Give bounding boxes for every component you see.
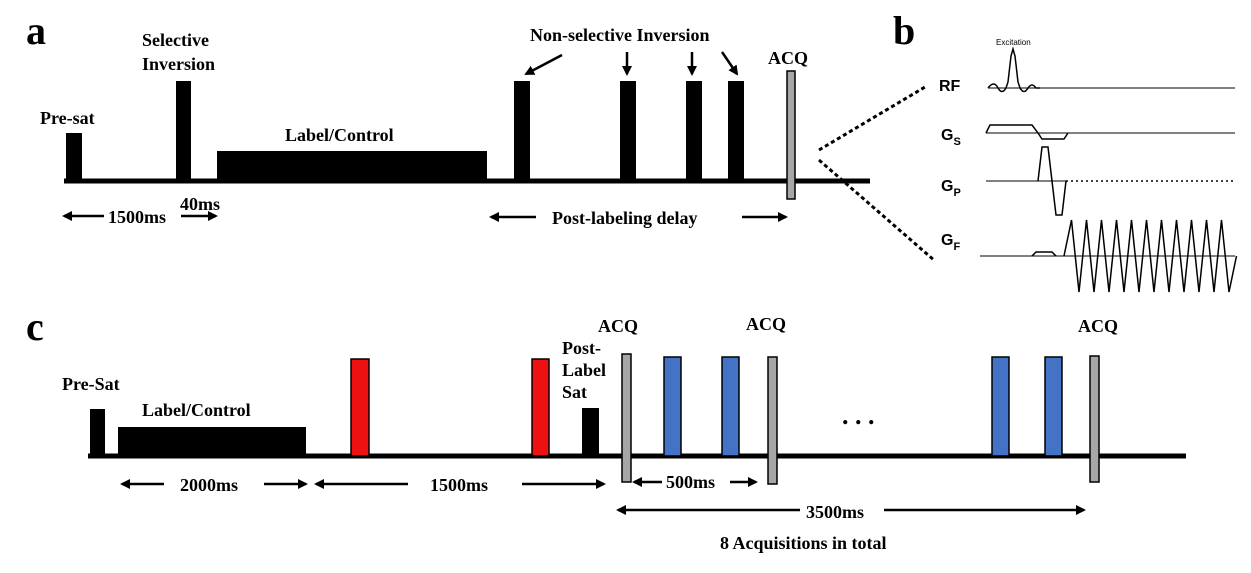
panel-c-red-pulse-1 [350,358,370,457]
panel-a-selective-label-1: Selective [142,30,209,50]
panel-c-label-control-label: Label/Control [142,400,251,420]
panel-a-1500-label: 1500ms [108,207,166,227]
panel-b-gf-label: GF [941,232,960,253]
panel-a-nonsel-pulse-2 [620,81,636,181]
panel-c-presat-pulse [90,409,105,456]
panel-c-3500-label: 3500ms [806,502,864,522]
panel-c-red-pulse-2 [531,358,550,457]
panel-a: a Pre-sat Selective Inversion Label/Cont… [26,8,936,263]
panel-a-arrow-nonsel-4 [720,51,739,76]
panel-c-2000-label: 2000ms [180,475,238,495]
panel-a-selective-label-2: Inversion [142,54,215,74]
panel-a-nonsel-pulse-3 [686,81,702,181]
panel-a-label-control-label: Label/Control [285,125,394,145]
panel-c-acq-total-label: 8 Acquisitions in total [720,533,887,553]
panel-c-acq-label-1: ACQ [598,316,638,336]
panel-c-500-label: 500ms [666,472,715,492]
panel-b-gp-label: GP [941,178,961,199]
panel-c-post-label-sat-1: Post- [562,338,601,358]
panel-c-ellipsis: . . . [842,401,875,430]
panel-a-arrow-nonsel-1 [524,53,563,76]
panel-c-acq-block-2 [767,356,778,485]
panel-a-presat-pulse [66,133,82,181]
panel-c-blue-pulse-4 [1044,356,1063,457]
panel-c-post-label-sat-2: Label [562,360,606,380]
panel-a-acq-label: ACQ [768,48,808,68]
panel-b-gf-epi-readout [1063,219,1238,293]
panel-a-nonsel-pulse-4 [728,81,744,181]
panel-a-40-label: 40ms [180,194,220,214]
panel-c-label-control-block [118,427,306,456]
panel-c-post-label-sat-3: Sat [562,382,587,402]
panel-a-nonselective-label: Non-selective Inversion [530,25,709,45]
panel-b-rf-label: RF [939,78,961,95]
panel-a-letter: a [26,8,46,53]
panel-a-selective-inversion-pulse [176,81,191,181]
panel-a-presat-label: Pre-sat [40,108,95,128]
panel-b-letter: b [893,8,915,53]
panel-c-acq-label-3: ACQ [1078,316,1118,336]
panel-c: c Pre-Sat Label/Control Post- Label Sat … [26,304,1186,553]
panel-c-1500-label: 1500ms [430,475,488,495]
panel-b-gp-waveform [1037,146,1067,216]
panel-a-pld-label: Post-labeling delay [552,208,698,228]
panel-b-gs-waveform [985,124,1069,140]
panel-b-gs-label: GS [941,127,961,148]
panel-a-nonsel-pulse-1 [514,81,530,181]
panel-c-acq-block-3 [1089,355,1100,483]
panel-c-post-label-sat-pulse [582,408,599,456]
panel-b-rf-sinc-pulse [987,46,1040,93]
panel-a-label-control-block [217,151,487,181]
panel-c-presat-label: Pre-Sat [62,374,120,394]
panel-c-acq-block-1 [621,353,632,483]
panel-c-acq-label-2: ACQ [746,314,786,334]
panel-c-blue-pulse-3 [991,356,1010,457]
panel-a-zoom-line-top [818,85,926,152]
panel-c-blue-pulse-1 [663,356,682,457]
panel-a-zoom-line-bottom [818,158,936,263]
panel-a-acq-block [786,70,796,200]
panel-b-gf-prewinder [1031,251,1057,257]
panel-c-blue-pulse-2 [721,356,740,457]
panel-b-excitation-label: Excitation [996,38,1031,47]
panel-c-letter: c [26,304,44,349]
panel-b: b Excitation RF GS GP GF [893,8,1238,293]
